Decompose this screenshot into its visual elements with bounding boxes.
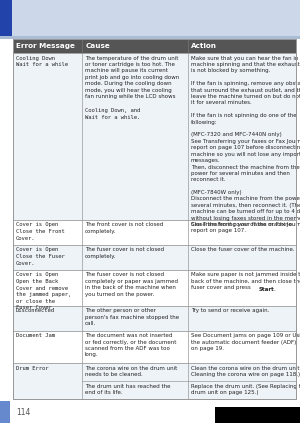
Bar (13, 53, 296, 220)
Bar (13, 39, 296, 399)
Bar (13, 270, 296, 306)
Bar (215, 407, 300, 423)
Bar (13, 245, 296, 270)
Text: The temperature of the drum unit
or toner cartridge is too hot. The
machine will: The temperature of the drum unit or tone… (85, 55, 179, 99)
Bar (13, 363, 296, 399)
Bar (0, 401, 300, 423)
Text: The corona wire on the drum unit
needs to be cleaned.: The corona wire on the drum unit needs t… (85, 365, 177, 377)
Text: Error Message: Error Message (16, 43, 75, 49)
Text: Disconnected: Disconnected (16, 308, 55, 313)
Text: Close the fuser cover of the machine.: Close the fuser cover of the machine. (191, 247, 295, 253)
Text: The fuser cover is not closed
completely or paper was jammed
in the back of the : The fuser cover is not closed completely… (85, 272, 178, 297)
Bar (13, 331, 296, 363)
Text: The fuser cover is not closed
completely.: The fuser cover is not closed completely… (85, 247, 164, 259)
Text: 114: 114 (16, 407, 30, 417)
Text: The front cover is not closed
completely.: The front cover is not closed completely… (85, 222, 163, 234)
Bar (13, 306, 296, 331)
Text: Cause: Cause (85, 43, 110, 49)
Text: Close the front cover of the machine.: Close the front cover of the machine. (191, 222, 294, 228)
Text: .: . (274, 287, 275, 292)
Text: Make sure paper is not jammed inside the
back of the machine, and then close the: Make sure paper is not jammed inside the… (191, 272, 300, 290)
Text: Cooling Down, and
Wait for a while.: Cooling Down, and Wait for a while. (85, 108, 140, 120)
Text: The document was not inserted
or fed correctly, or the document
scanned from the: The document was not inserted or fed cor… (85, 333, 176, 357)
Text: Start: Start (258, 287, 274, 292)
Bar (0, 0, 300, 36)
Text: Document Jam: Document Jam (16, 333, 55, 338)
Text: Make sure that you can hear the fan in the
machine spinning and that the exhaust: Make sure that you can hear the fan in t… (191, 55, 300, 233)
Text: Cover is Open
Close the Fuser
Cover.: Cover is Open Close the Fuser Cover. (16, 247, 64, 266)
Text: Action: Action (191, 43, 218, 49)
Bar (13, 220, 296, 245)
Text: Try to send or receive again.: Try to send or receive again. (191, 308, 269, 313)
Text: The drum unit has reached the
end of its life.: The drum unit has reached the end of its… (85, 384, 170, 395)
Bar (0, 36, 300, 39)
Text: The other person or other
person's fax machine stopped the
call.: The other person or other person's fax m… (85, 308, 179, 326)
Text: See Document jams on page 109 or Using
the automatic document feeder (ADF)
on pa: See Document jams on page 109 or Using t… (191, 333, 300, 351)
Text: Cover is Open
Open the Back
Cover and remove
the jammed paper,
or close the
Fuse: Cover is Open Open the Back Cover and re… (16, 272, 71, 310)
Bar (0, 0, 12, 36)
Text: Clean the corona wire on the drum unit. (See
Cleaning the corona wire on page 11: Clean the corona wire on the drum unit. … (191, 365, 300, 377)
Bar (13, 39, 296, 53)
Text: Cooling Down
Wait for a while: Cooling Down Wait for a while (16, 55, 68, 67)
Bar (13, 39, 296, 53)
Text: Replace the drum unit. (See Replacing the
drum unit on page 125.): Replace the drum unit. (See Replacing th… (191, 384, 300, 395)
Text: Cover is Open
Close the Front
Cover.: Cover is Open Close the Front Cover. (16, 222, 64, 241)
Text: Drum Error: Drum Error (16, 365, 48, 371)
Bar (0, 401, 10, 423)
